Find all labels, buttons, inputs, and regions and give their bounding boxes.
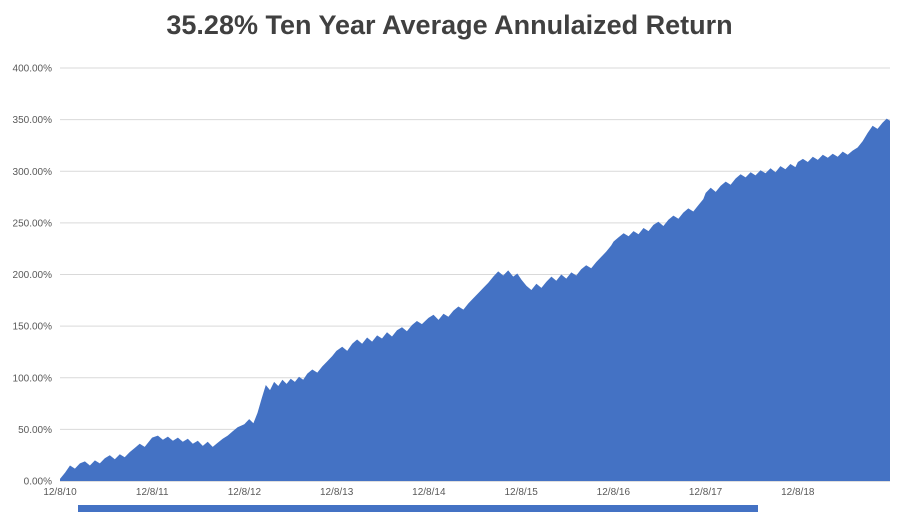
x-axis-tick-label: 12/8/16 [597,487,631,498]
y-axis-tick-label: 250.00% [13,218,53,229]
x-axis-tick-label: 12/8/11 [136,487,169,498]
y-axis-tick-label: 350.00% [13,115,53,126]
y-axis-tick-label: 150.00% [13,322,53,333]
y-axis-tick-label: 100.00% [13,373,53,384]
y-axis-tick-label: 400.00% [13,64,53,75]
y-axis-tick-label: 50.00% [18,425,52,436]
x-axis-tick-label: 12/8/10 [43,487,77,498]
y-axis-tick-label: 200.00% [13,270,53,281]
y-axis-tick-label: 300.00% [13,167,53,178]
x-axis-tick-label: 12/8/18 [781,487,815,498]
x-axis-tick-label: 12/8/13 [320,487,354,498]
x-axis-tick-label: 12/8/14 [412,487,446,498]
x-axis-tick-label: 12/8/17 [689,487,723,498]
y-axis-tick-label: 0.00% [24,477,52,488]
chart-title: 35.28% Ten Year Average Annulaized Retur… [166,10,733,40]
x-axis-tick-label: 12/8/15 [504,487,538,498]
bottom-blue-bar [78,505,758,512]
return-area-series [60,118,890,481]
x-axis-tick-label: 12/8/12 [228,487,262,498]
